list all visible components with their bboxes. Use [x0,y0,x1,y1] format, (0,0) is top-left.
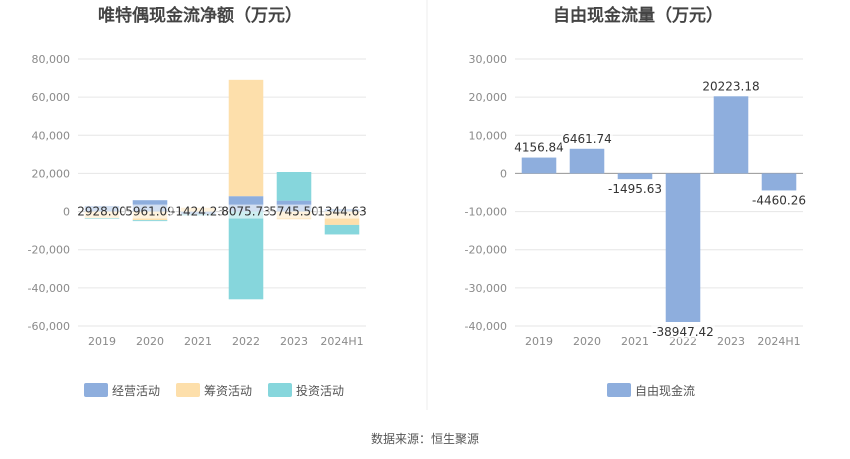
bar-2020-series-2[interactable] [132,220,168,222]
data-label: -1495.63 [608,182,662,196]
data-label-bg [561,131,613,146]
legend-label[interactable]: 筹资活动 [204,384,252,398]
y-tick-label: -20,000 [28,244,70,257]
data-label-bg [701,79,761,94]
legend-swatch[interactable] [176,383,200,397]
y-tick-label: 20,000 [32,167,71,180]
y-tick-label: 0 [500,167,507,180]
data-label: 4156.84 [514,141,564,155]
bar-2022-series-2[interactable] [228,211,264,300]
data-label: 2928.00 [77,205,127,219]
y-tick-label: -30,000 [465,282,507,295]
bar-2024H1-series-2[interactable] [324,224,360,235]
x-tick-label: 2019 [525,335,553,348]
y-tick-label: 80,000 [32,53,71,66]
legend-label[interactable]: 经营活动 [112,384,160,398]
bar-2024H1-series-0[interactable] [761,173,797,191]
left-chart-title: 唯特偶现金流净额（万元） [98,5,302,26]
data-label: 6461.74 [562,132,612,146]
x-tick-label: 2022 [232,335,260,348]
x-tick-label: 2023 [717,335,745,348]
bar-2023-series-0[interactable] [713,96,749,174]
legend-swatch[interactable] [268,383,292,397]
legend-label[interactable]: 投资活动 [296,383,344,398]
x-tick-label: 2021 [621,335,649,348]
right-chart: 30,000 20,000 10,000 0 -10,000 -20,000 -30,000… [465,53,807,398]
data-label: 1344.63 [317,205,367,219]
y-tick-label: 10,000 [469,129,508,142]
data-label: -1424.23 [171,205,225,219]
legend-swatch[interactable] [607,383,631,397]
x-tick-label: 2024H1 [320,335,363,348]
data-label: 5745.50 [269,205,319,219]
bar-2021-series-0[interactable] [617,173,653,180]
bar-2019-series-2[interactable] [84,218,120,220]
bar-2019-series-0[interactable] [521,157,557,174]
data-label-bg [268,204,320,219]
data-label-bg [220,204,272,219]
data-label-bg [76,204,128,219]
data-label: 20223.18 [702,79,759,93]
legend-label[interactable]: 自由现金流 [635,383,695,398]
x-tick-label: 2023 [280,335,308,348]
data-label-bg [751,193,807,208]
y-tick-label: -20,000 [465,244,507,257]
x-tick-label: 2020 [136,335,164,348]
y-tick-label: 0 [63,206,70,219]
y-tick-label: 20,000 [469,91,508,104]
bar-2020-series-0[interactable] [569,148,605,174]
left-chart: 80,000 60,000 40,000 20,000 0 -20,000 -40,000 -… [28,53,368,398]
data-label: -38947.42 [652,325,714,339]
bar-2023-series-2[interactable] [276,172,312,201]
data-label-bg [513,140,565,155]
bar-2022-series-0[interactable] [665,173,701,322]
data-label-bg [124,204,176,219]
y-tick-label: 30,000 [469,53,508,66]
y-tick-label: 40,000 [32,129,71,142]
y-tick-label: -10,000 [465,206,507,219]
x-tick-label: 2019 [88,335,116,348]
y-tick-label: -40,000 [465,320,507,333]
right-chart-title: 自由现金流量（万元） [553,5,723,26]
data-source-label: 数据来源：恒生聚源 [371,431,479,446]
legend-swatch[interactable] [84,383,108,397]
x-tick-label: 2021 [184,335,212,348]
y-tick-label: 60,000 [32,91,71,104]
x-tick-label: 2020 [573,335,601,348]
data-label-bg [607,182,663,197]
y-tick-label: -40,000 [28,282,70,295]
data-label-bg [651,324,715,339]
bar-2022-series-1[interactable] [228,79,264,197]
data-label: 5961.09 [125,205,175,219]
data-label: 8075.73 [221,205,271,219]
data-label-bg [316,204,368,219]
data-label-bg [170,204,226,219]
data-label: -4460.26 [752,193,806,207]
y-tick-label: -60,000 [28,320,70,333]
x-tick-label: 2024H1 [757,335,800,348]
